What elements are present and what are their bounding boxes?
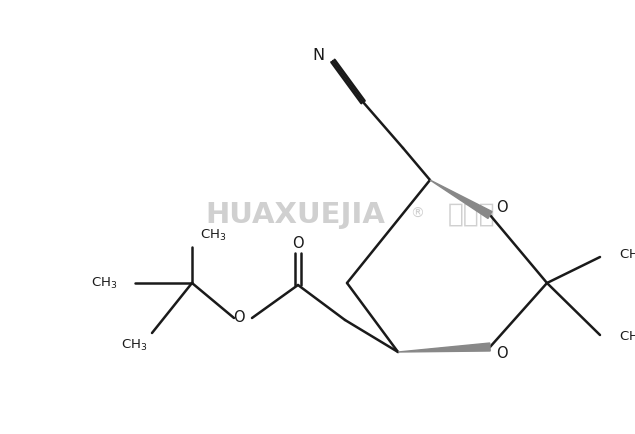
Text: N: N <box>312 49 324 63</box>
Text: ®: ® <box>410 207 424 221</box>
Text: O: O <box>292 236 304 250</box>
Text: CH$_3$: CH$_3$ <box>200 227 227 243</box>
Text: HUAXUEJIA: HUAXUEJIA <box>205 201 385 229</box>
Text: CH$_3$: CH$_3$ <box>121 338 147 352</box>
Text: O: O <box>233 310 245 326</box>
Text: CH$_3$: CH$_3$ <box>91 276 117 290</box>
Text: CH$_3$: CH$_3$ <box>619 247 635 263</box>
Text: CH$_3$: CH$_3$ <box>619 329 635 345</box>
Text: O: O <box>496 345 508 361</box>
Polygon shape <box>430 180 492 218</box>
Text: 化学加: 化学加 <box>448 202 496 228</box>
Polygon shape <box>398 343 490 352</box>
Text: O: O <box>496 200 508 214</box>
